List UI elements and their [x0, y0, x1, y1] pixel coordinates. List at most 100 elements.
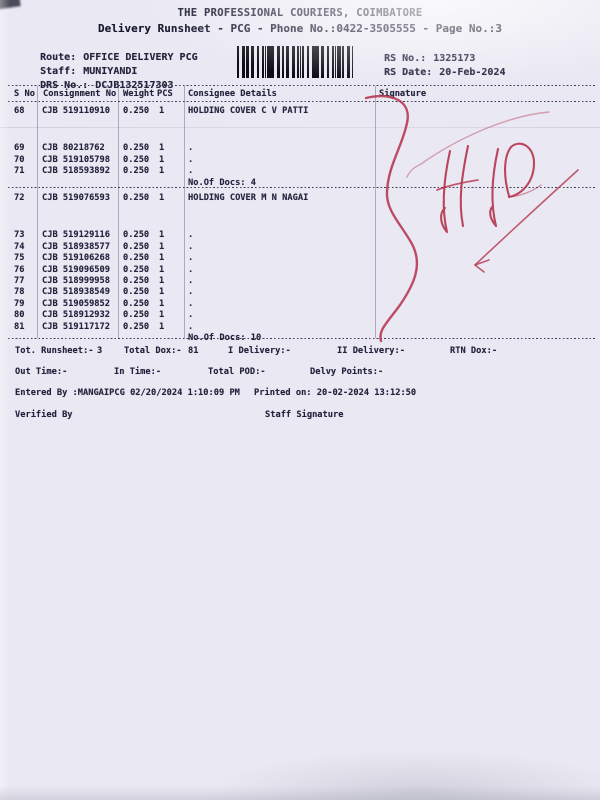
cell-sno: 71 [14, 166, 25, 177]
divider-table-bottom [8, 338, 596, 340]
cell-pcs: 1 [159, 241, 165, 252]
table-row: 70 CJB 519105798 0.250 1 . [0, 155, 600, 166]
cell-consignment: CJB 519096509 [42, 264, 110, 275]
cell-consignment: CJB 518999958 [42, 275, 110, 286]
col-header-consignment: Consignment No [43, 89, 117, 99]
cell-pcs: 1 [159, 154, 165, 165]
cell-weight: 0.250 [123, 264, 150, 275]
cell-weight: 0.250 [123, 143, 150, 154]
cell-weight: 0.250 [123, 166, 150, 177]
cell-consignment: CJB 518593892 [42, 166, 110, 177]
table-section-1: 68 CJB 519110910 0.250 1 HOLDING COVER C… [0, 106, 600, 189]
cell-pcs: 1 [159, 298, 165, 309]
cell-sno: 76 [14, 264, 25, 275]
cell-sno: 78 [14, 287, 25, 298]
table-row: 75 CJB 519106268 0.250 1 . [0, 253, 600, 264]
cell-consignment: CJB 519106268 [42, 253, 110, 264]
rtn-dox-label: RTN Dox:- [450, 346, 498, 356]
paper-crease [0, 127, 600, 128]
table-row: 79 CJB 519059852 0.250 1 . [0, 299, 600, 310]
cell-weight: 0.250 [123, 287, 150, 298]
column-rule-3 [184, 86, 185, 338]
cell-weight: 0.250 [123, 241, 150, 252]
cell-consignee: . [188, 241, 194, 252]
entered-by-line: Entered By :MANGAIPCG 02/20/2024 1:10:09… [15, 388, 240, 398]
cell-weight: 0.250 [123, 106, 150, 116]
cell-sno: 70 [14, 154, 25, 165]
rs-date-value: 20-Feb-2024 [439, 67, 506, 78]
cell-consignment: CJB 80218762 [42, 143, 105, 154]
cell-sno: 77 [14, 275, 25, 286]
table-row: 74 CJB 518938577 0.250 1 . [0, 242, 600, 253]
column-rule-1 [37, 86, 38, 338]
cell-consignee: . [188, 275, 194, 286]
table-row: 76 CJB 519096509 0.250 1 . [0, 265, 600, 276]
cell-weight: 0.250 [123, 310, 150, 321]
cell-sno: 73 [14, 230, 25, 241]
out-time-label: Out Time:- [15, 367, 68, 377]
cell-consignment: CJB 519129116 [42, 230, 110, 241]
column-rule-2 [118, 86, 119, 338]
verified-by-label: Verified By [15, 410, 73, 420]
cell-consignment: CJB 518938549 [42, 287, 110, 298]
table-row: 73 CJB 519129116 0.250 1 . [0, 230, 600, 241]
cell-consignee: . [188, 253, 194, 264]
total-dox-label: Total Dox:- [124, 346, 182, 356]
cell-sno: 75 [14, 253, 25, 264]
cell-consignee: . [188, 143, 194, 154]
cell-consignment: CJB 518912932 [42, 310, 110, 321]
col-header-signature: Signature [379, 89, 427, 99]
cell-weight: 0.250 [123, 321, 150, 332]
cell-pcs: 1 [159, 106, 165, 116]
cell-consignee: . [188, 166, 194, 177]
delvy-points-label: Delvy Points:- [310, 367, 384, 377]
cell-consignment: CJB 519110910 [42, 106, 110, 116]
col-header-weight: Weight [123, 89, 155, 99]
divider-under-header [8, 101, 596, 103]
cell-consignee: . [188, 154, 194, 165]
cell-weight: 0.250 [123, 298, 150, 309]
printed-on-line: Printed on: 20-02-2024 13:12:50 [254, 388, 417, 398]
cell-sno: 69 [14, 143, 25, 154]
cell-consignee: . [188, 264, 194, 275]
section-2-rows: 72 CJB 519076593 0.250 1 HOLDING COVER M… [0, 193, 600, 333]
cell-pcs: 1 [159, 230, 165, 241]
table-row: 77 CJB 518999958 0.250 1 . [0, 276, 600, 287]
cell-weight: 0.250 [123, 253, 150, 264]
runsheet-title: Delivery Runsheet - PCG - Phone No.:0422… [98, 22, 502, 35]
cell-sno: 81 [14, 321, 25, 332]
staff-signature-label: Staff Signature [265, 410, 344, 420]
col-header-consignee: Consignee Details [188, 89, 277, 99]
cell-pcs: 1 [159, 264, 165, 275]
cell-consignee: HOLDING COVER M N NAGAI [188, 193, 309, 203]
column-rule-4 [375, 86, 376, 338]
rs-date-label: RS Date: [384, 67, 433, 78]
cell-consignee: . [188, 230, 194, 241]
cell-consignee: . [188, 321, 194, 332]
cell-sno: 80 [14, 310, 25, 321]
cell-pcs: 1 [159, 321, 165, 332]
divider-top [8, 85, 596, 87]
ii-delivery-label: II Delivery:- [337, 346, 405, 356]
cell-weight: 0.250 [123, 193, 150, 203]
in-time-label: In Time:- [114, 367, 162, 377]
cell-sno: 79 [14, 298, 25, 309]
table-section-2: 72 CJB 519076593 0.250 1 HOLDING COVER M… [0, 193, 600, 344]
cell-sno: 74 [14, 241, 25, 252]
cell-weight: 0.250 [123, 230, 150, 241]
col-header-pcs: PCS [157, 89, 173, 99]
cell-pcs: 1 [159, 310, 165, 321]
table-header-row: S No Consignment No Weight PCS Consignee… [0, 89, 600, 101]
barcode [237, 46, 353, 78]
cell-pcs: 1 [159, 143, 165, 154]
cell-consignee: . [188, 287, 194, 298]
cell-consignment: CJB 518938577 [42, 241, 110, 252]
divider-section-1 [8, 187, 596, 189]
table-row: 71 CJB 518593892 0.250 1 . [0, 166, 600, 177]
table-row: 81 CJB 519117172 0.250 1 . [0, 322, 600, 333]
cell-weight: 0.250 [123, 275, 150, 286]
cell-consignee: . [188, 298, 194, 309]
total-dox-value: 81 [188, 346, 199, 356]
cell-pcs: 1 [159, 287, 165, 298]
cell-pcs: 1 [159, 193, 165, 203]
